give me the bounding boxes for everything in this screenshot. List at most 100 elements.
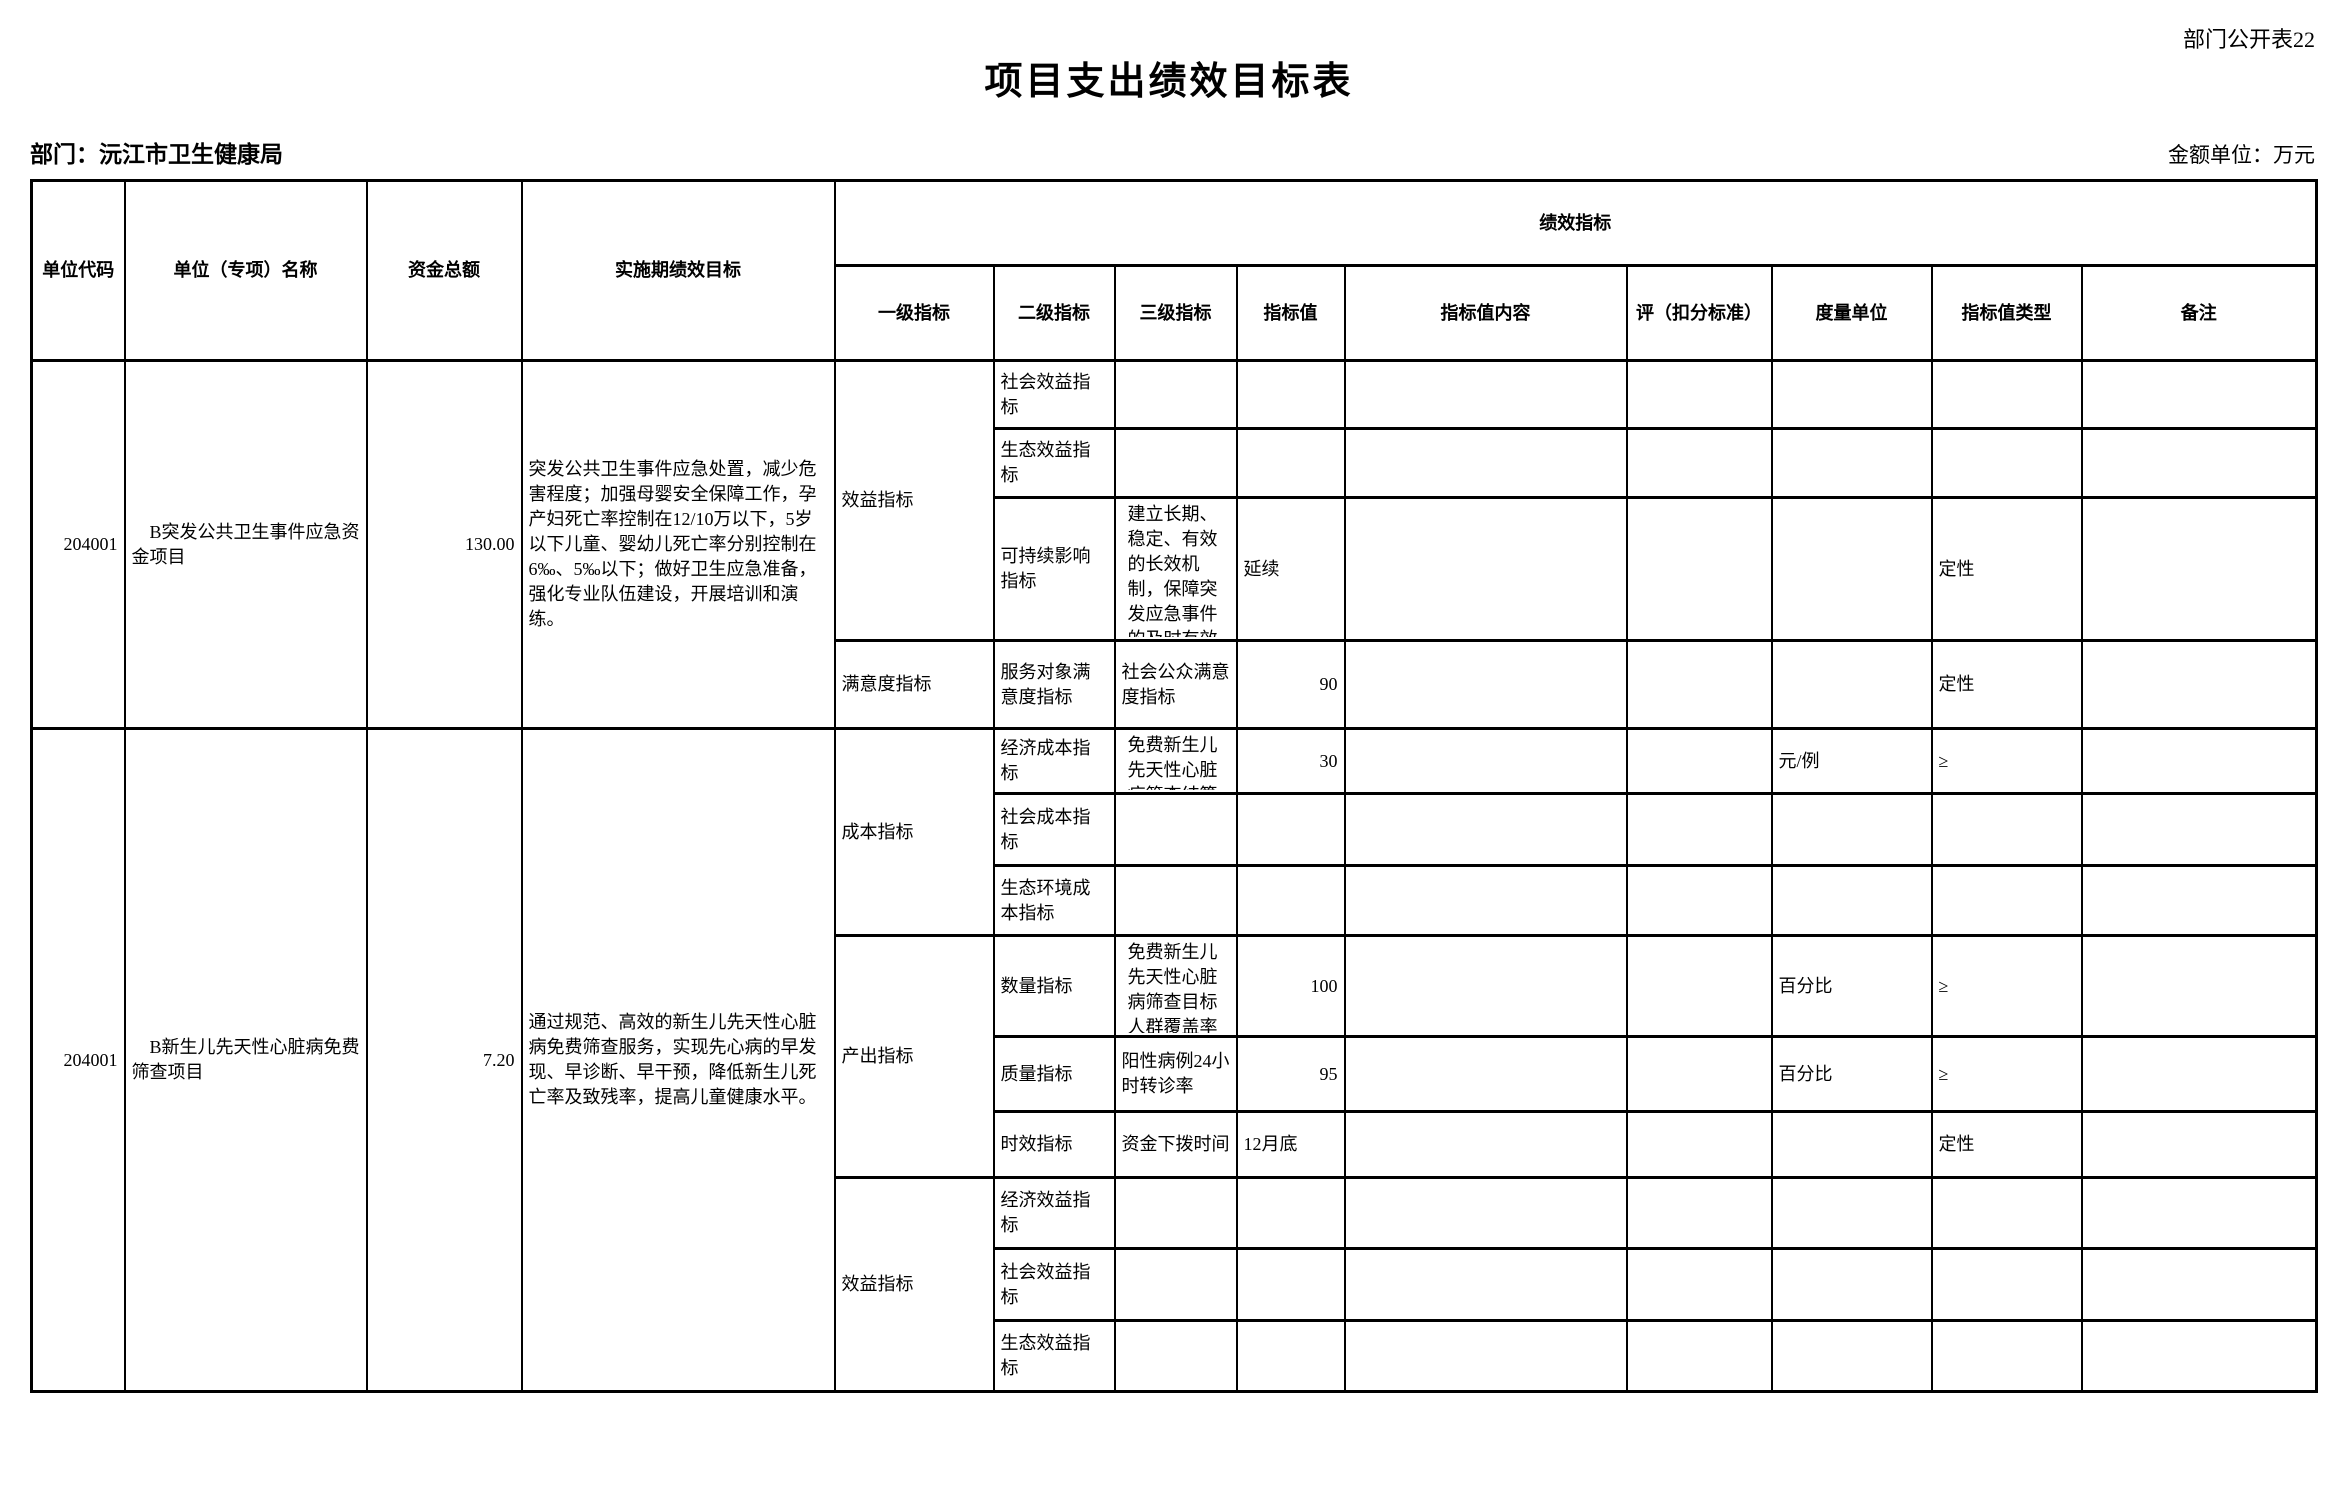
- cell-level2: 社会效益指标: [992, 1247, 1116, 1322]
- cell-level3: 资金下拨时间: [1113, 1110, 1238, 1179]
- header-perf-group: 绩效指标: [833, 179, 2318, 267]
- cell-deduction: [1625, 792, 1773, 867]
- cell-level3: [1113, 359, 1238, 430]
- cell-value-type: [1930, 359, 2083, 430]
- cell-value-content: [1343, 496, 1628, 642]
- cell-value-type: ≥: [1930, 934, 2083, 1038]
- cell-value-type: 定性: [1930, 496, 2083, 642]
- cell-value-type: [1930, 792, 2083, 867]
- cell-measure-unit: 元/例: [1770, 727, 1933, 795]
- table-row: 生态效益指标: [32, 427, 2318, 499]
- table-row: 生态环境成本指标: [32, 864, 2318, 937]
- cell-value-type: [1930, 1319, 2083, 1393]
- cell-value-content: [1343, 1110, 1628, 1179]
- cell-level3: [1113, 864, 1238, 937]
- cell-value-content: [1343, 1247, 1628, 1322]
- table-row: 社会效益指标: [32, 1247, 2318, 1322]
- unit-name-text: B新生儿先天性心脏病免费筛查项目: [131, 1037, 360, 1082]
- cell-level1: 满意度指标: [833, 639, 995, 730]
- cell-remark: [2080, 934, 2318, 1038]
- cell-value-type: [1930, 1247, 2083, 1322]
- cell-value-content: [1343, 1319, 1628, 1393]
- header-value-content: 指标值内容: [1343, 264, 1628, 362]
- cell-deduction: [1625, 1035, 1773, 1113]
- cell-level2: 经济效益指标: [992, 1176, 1116, 1250]
- table-row: 效益指标 经济效益指标: [32, 1176, 2318, 1393]
- cell-level3: [1113, 1176, 1238, 1250]
- amount-unit-label: 金额单位：万元: [2168, 143, 2315, 167]
- cell-value-content: [1343, 934, 1628, 1038]
- cell-level2: 生态效益指标: [992, 427, 1116, 499]
- cell-value-content: [1343, 1035, 1628, 1113]
- cell-value: 30: [1235, 727, 1346, 795]
- cell-remark: [2080, 1319, 2318, 1393]
- level3-text: 免费新生儿先天性心脏病筛查结算标准: [1127, 735, 1218, 790]
- cell-level3: [1113, 792, 1238, 867]
- cell-measure-unit: [1770, 1247, 1933, 1322]
- header-unit-name: 单位（专项）名称: [123, 179, 368, 362]
- cell-remark: [2080, 792, 2318, 867]
- header-level2: 二级指标: [992, 264, 1116, 362]
- cell-deduction: [1625, 727, 1773, 795]
- table-row: 质量指标 阳性病例24小时转诊率 95 百分比 ≥: [32, 1035, 2318, 1113]
- cell-measure-unit: [1770, 359, 1933, 430]
- cell-deduction: [1625, 1247, 1773, 1322]
- level3-text: 免费新生儿先天性心脏病筛查目标人群覆盖率: [1127, 942, 1218, 1033]
- cell-deduction: [1625, 639, 1773, 730]
- cell-value-content: [1343, 639, 1628, 730]
- page-title: 项目支出绩效目标表: [984, 61, 1354, 103]
- cell-deduction: [1625, 864, 1773, 937]
- cell-level3: [1113, 1247, 1238, 1322]
- cell-measure-unit: [1770, 792, 1933, 867]
- cell-deduction: [1625, 427, 1773, 499]
- header-level1: 一级指标: [833, 264, 995, 362]
- cell-level3: [1113, 1319, 1238, 1393]
- cell-level1: 产出指标: [833, 934, 995, 1179]
- cell-value: [1235, 864, 1346, 937]
- header-measure-unit: 度量单位: [1770, 264, 1933, 362]
- cell-measure-unit: [1770, 864, 1933, 937]
- cell-value: [1235, 427, 1346, 499]
- header-unit-code: 单位代码: [30, 179, 126, 362]
- cell-level3: [1113, 427, 1238, 499]
- cell-value-type: ≥: [1930, 1035, 2083, 1113]
- cell-remark: [2080, 1247, 2318, 1322]
- cell-level2: 可持续影响指标: [992, 496, 1116, 642]
- header-value: 指标值: [1235, 264, 1346, 362]
- cell-remark: [2080, 1110, 2318, 1179]
- table-subheader-row: 一级指标 二级指标 三级指标 指标值 指标值内容 评（扣分标准） 度量单位 指标…: [32, 264, 2318, 362]
- cell-value: [1235, 1176, 1346, 1250]
- cell-value: 95: [1235, 1035, 1346, 1113]
- cell-level3: 建立长期、稳定、有效的长效机制，保障突发应急事件的及时有效处理: [1113, 496, 1238, 642]
- cell-value-content: [1343, 792, 1628, 867]
- cell-level3: 社会公众满意度指标: [1113, 639, 1238, 730]
- header-period-target: 实施期绩效目标: [520, 179, 836, 362]
- form-tag: 部门公开表22: [2182, 27, 2315, 52]
- cell-value-type: 定性: [1930, 1110, 2083, 1179]
- cell-level2: 社会成本指标: [992, 792, 1116, 867]
- cell-level1: 效益指标: [833, 1176, 995, 1393]
- table-row: 时效指标 资金下拨时间 12月底 定性: [32, 1110, 2318, 1179]
- cell-measure-unit: [1770, 427, 1933, 499]
- cell-value-type: [1930, 864, 2083, 937]
- cell-value-type: [1930, 427, 2083, 499]
- cell-remark: [2080, 639, 2318, 730]
- cell-measure-unit: 百分比: [1770, 934, 1933, 1038]
- cell-measure-unit: [1770, 1319, 1933, 1393]
- table-row: 满意度指标 服务对象满意度指标 社会公众满意度指标 90 定性: [32, 639, 2318, 730]
- cell-level2: 生态环境成本指标: [992, 864, 1116, 937]
- cell-value-type: [1930, 1176, 2083, 1250]
- cell-value-type: ≥: [1930, 727, 2083, 795]
- cell-level1: 成本指标: [833, 727, 995, 937]
- cell-value: 12月底: [1235, 1110, 1346, 1179]
- cell-level1: 效益指标: [833, 359, 995, 642]
- header-value-type: 指标值类型: [1930, 264, 2083, 362]
- cell-period-target: 通过规范、高效的新生儿先天性心脏病免费筛查服务，实现先心病的早发现、早诊断、早干…: [520, 727, 836, 1393]
- table-row: 可持续影响指标 建立长期、稳定、有效的长效机制，保障突发应急事件的及时有效处理 …: [32, 496, 2318, 642]
- cell-level2: 时效指标: [992, 1110, 1116, 1179]
- table-row: 社会成本指标: [32, 792, 2318, 867]
- cell-remark: [2080, 427, 2318, 499]
- cell-total-funds: 130.00: [365, 359, 523, 730]
- cell-deduction: [1625, 496, 1773, 642]
- cell-remark: [2080, 1176, 2318, 1250]
